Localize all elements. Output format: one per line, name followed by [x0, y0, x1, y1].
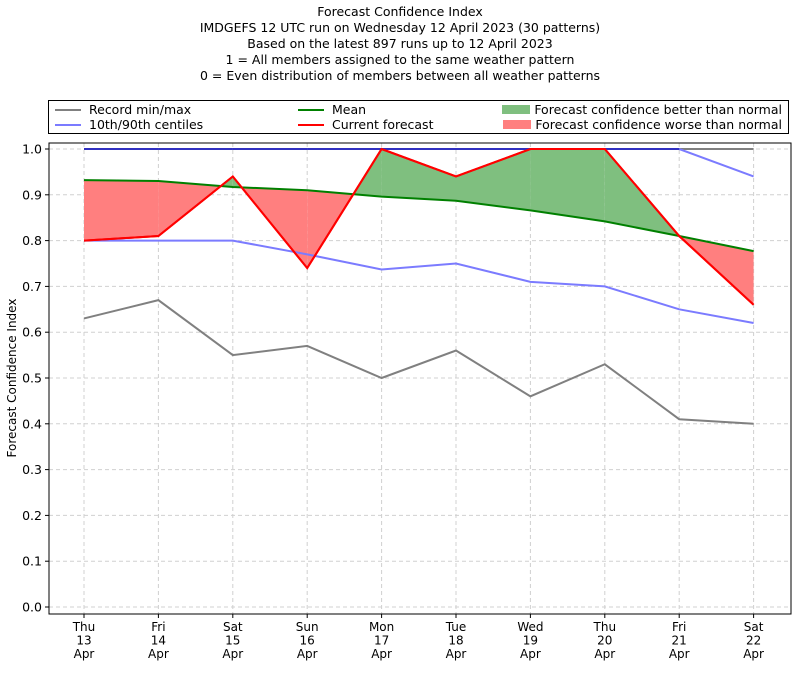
legend-label-mean: Mean	[332, 102, 367, 117]
legend-label-current: Current forecast	[332, 117, 434, 132]
legend-swatch-worse	[503, 120, 532, 129]
x-tick-label: Apr	[669, 647, 690, 661]
x-tick-label: Apr	[74, 647, 95, 661]
legend-label-record: Record min/max	[89, 102, 192, 117]
x-tick-label: Apr	[594, 647, 615, 661]
fill-better-than-normal	[456, 149, 531, 211]
chart-subtitle-2: Based on the latest 897 runs up to 12 Ap…	[247, 36, 553, 51]
x-tick-label: 17	[374, 634, 389, 648]
y-tick-label: 0.8	[22, 233, 42, 248]
x-tick-label: 13	[76, 634, 91, 648]
series-record-min	[83, 299, 754, 425]
legend-label-better: Forecast confidence better than normal	[534, 102, 782, 117]
y-tick-label: 0.6	[22, 325, 42, 340]
x-tick-label: Mon	[369, 620, 394, 634]
y-tick-label: 0.1	[22, 554, 42, 569]
y-tick-label: 0.3	[22, 462, 42, 477]
fill-better-than-normal	[381, 149, 456, 201]
x-tick-label: Apr	[371, 647, 392, 661]
legend-swatch-better	[502, 105, 531, 114]
x-tick-label: Wed	[517, 620, 543, 634]
chart-subtitle-1: IMDGEFS 12 UTC run on Wednesday 12 April…	[199, 20, 601, 35]
legend-label-worse: Forecast confidence worse than normal	[535, 117, 782, 132]
y-tick-label: 0.0	[22, 600, 42, 615]
chart-titles: Forecast Confidence Index IMDGEFS 12 UTC…	[0, 4, 800, 84]
y-tick-label: 0.4	[22, 416, 42, 431]
y-tick-label: 0.2	[22, 508, 42, 523]
x-tick-label: Sat	[223, 620, 243, 634]
y-tick-label: 0.7	[22, 279, 42, 294]
chart-subtitle-3: 1 = All members assigned to the same wea…	[225, 52, 575, 67]
legend-item-mean: Mean	[298, 102, 366, 117]
fill-better-than-normal	[530, 149, 605, 222]
chart-title: Forecast Confidence Index	[317, 4, 483, 19]
x-tick-label: 19	[523, 634, 538, 648]
x-tick-label: 20	[597, 634, 612, 648]
x-tick-label: Fri	[151, 620, 165, 634]
x-tick-label: Apr	[297, 647, 318, 661]
x-tick-label: 22	[746, 634, 761, 648]
legend-item-centiles: 10th/90th centiles	[55, 117, 203, 132]
legend-swatch-mean	[298, 108, 324, 111]
series-10th-centile	[84, 239, 754, 325]
x-tick-label: Apr	[743, 647, 764, 661]
x-tick-label: Apr	[148, 647, 169, 661]
legend: Record min/max 10th/90th centiles Mean C…	[48, 100, 789, 134]
x-tick-label: Apr	[446, 647, 467, 661]
y-tick-label: 1.0	[22, 142, 42, 157]
y-tick-label: 0.5	[22, 371, 42, 386]
fill-worse-than-normal	[84, 180, 159, 241]
x-tick-label: 14	[151, 634, 166, 648]
series-mean	[83, 179, 754, 253]
x-tick-label: Sun	[296, 620, 319, 634]
legend-swatch-record	[55, 108, 81, 111]
x-tick-label: 15	[225, 634, 240, 648]
legend-item-better: Forecast confidence better than normal	[502, 102, 782, 117]
x-tick-label: 18	[448, 634, 463, 648]
legend-item-record: Record min/max	[55, 102, 191, 117]
x-tick-label: 16	[300, 634, 315, 648]
legend-swatch-current	[298, 123, 324, 126]
y-tick-label: 0.9	[22, 187, 42, 202]
legend-item-worse: Forecast confidence worse than normal	[503, 117, 782, 132]
x-tick-label: Sat	[744, 620, 764, 634]
fill-worse-than-normal	[241, 187, 308, 269]
legend-item-current: Current forecast	[298, 117, 433, 132]
x-tick-label: 21	[672, 634, 687, 648]
legend-swatch-centiles	[55, 123, 81, 126]
legend-label-centiles: 10th/90th centiles	[89, 117, 204, 132]
series-current-forecast-top	[83, 147, 755, 306]
x-tick-label: Fri	[672, 620, 686, 634]
x-tick-label: Apr	[222, 647, 243, 661]
x-tick-label: Tue	[445, 620, 467, 634]
x-tick-label: Thu	[593, 620, 617, 634]
chart-subtitle-4: 0 = Even distribution of members between…	[199, 68, 601, 83]
x-tick-label: Thu	[72, 620, 96, 634]
x-tick-label: Apr	[520, 647, 541, 661]
